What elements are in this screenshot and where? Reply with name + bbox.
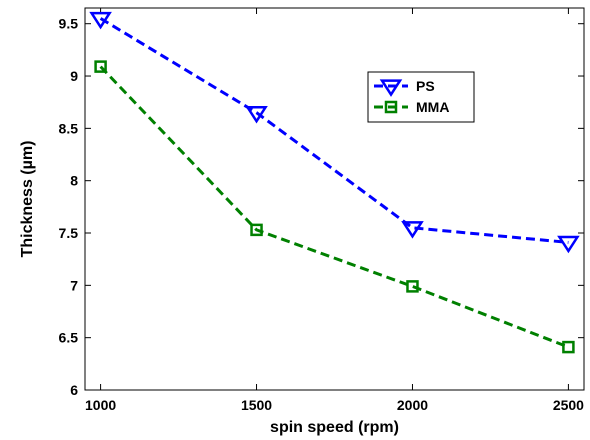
legend: PS MMA <box>367 71 475 123</box>
series-line-mma <box>99 65 569 349</box>
legend-marker-mma <box>384 100 398 114</box>
x-tick-label: 1000 <box>85 397 116 413</box>
y-tick-label: 7 <box>70 277 78 293</box>
x-axis-ticks: 1000 1500 2000 2500 <box>85 8 584 413</box>
data-point-mma <box>406 280 419 293</box>
plot-frame <box>84 7 585 391</box>
y-tick-label: 9 <box>70 68 78 84</box>
y-tick-label: 8 <box>70 173 78 189</box>
y-axis-label: Thickness (µm) <box>19 141 36 258</box>
data-point-ps <box>557 235 580 254</box>
data-point-ps <box>245 106 268 124</box>
data-point-mma <box>250 223 263 237</box>
y-tick-label: 7.5 <box>59 225 79 241</box>
legend-label-ps: PS <box>416 78 435 94</box>
series-layer <box>89 11 580 354</box>
y-tick-label: 8.5 <box>59 120 79 136</box>
x-tick-label: 1500 <box>241 397 272 413</box>
y-axis-ticks: 6 6.5 7 7.5 8 8.5 9 9.5 <box>59 16 584 398</box>
series-line-ps <box>99 17 569 244</box>
data-point-mma <box>94 60 107 73</box>
legend-marker-ps <box>379 79 403 97</box>
x-tick-label: 2000 <box>397 397 428 413</box>
data-point-ps <box>401 221 424 239</box>
x-axis-label: spin speed (rpm) <box>270 419 399 436</box>
y-tick-label: 6.5 <box>59 330 79 346</box>
data-point-mma <box>562 340 575 354</box>
data-point-ps <box>89 11 112 30</box>
x-tick-label: 2500 <box>553 397 584 413</box>
legend-label-mma: MMA <box>416 99 449 115</box>
y-tick-label: 6 <box>70 382 78 398</box>
y-tick-label: 9.5 <box>59 16 79 32</box>
